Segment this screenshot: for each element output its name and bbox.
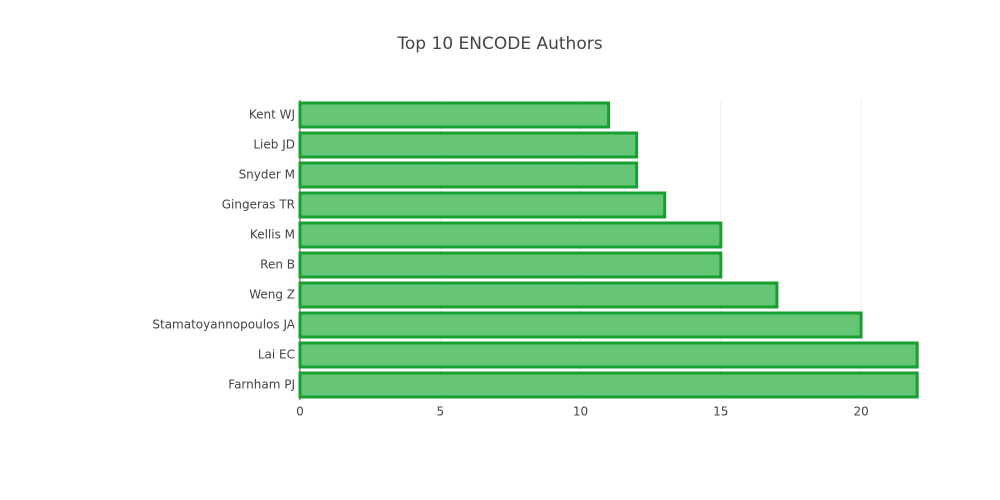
chart-title: Top 10 ENCODE Authors xyxy=(396,34,602,54)
y-tick-label: Gingeras TR xyxy=(222,198,295,212)
bar xyxy=(298,131,639,159)
x-tick-label: 10 xyxy=(573,405,588,419)
x-tick-label: 20 xyxy=(853,405,868,419)
y-tick-label: Kellis M xyxy=(250,228,295,242)
bar xyxy=(298,221,723,249)
y-tick-label: Farnham PJ xyxy=(228,378,295,392)
x-tick-label: 5 xyxy=(436,405,444,419)
y-tick-label: Lai EC xyxy=(258,348,295,362)
bar xyxy=(298,101,611,129)
x-tick-label: 0 xyxy=(296,405,304,419)
y-tick-label: Lieb JD xyxy=(253,138,295,152)
y-tick-label: Ren B xyxy=(260,258,295,272)
bar xyxy=(298,281,779,309)
y-tick-label: Snyder M xyxy=(239,168,295,182)
x-tick-label: 15 xyxy=(713,405,728,419)
bar xyxy=(298,341,919,369)
bar xyxy=(298,371,919,399)
y-tick-label: Stamatoyannopoulos JA xyxy=(152,318,295,332)
bar xyxy=(298,161,639,189)
bar xyxy=(298,311,863,339)
y-tick-label: Kent WJ xyxy=(249,108,295,122)
bar xyxy=(298,191,667,219)
bar xyxy=(298,251,723,279)
y-tick-label: Weng Z xyxy=(249,288,295,302)
